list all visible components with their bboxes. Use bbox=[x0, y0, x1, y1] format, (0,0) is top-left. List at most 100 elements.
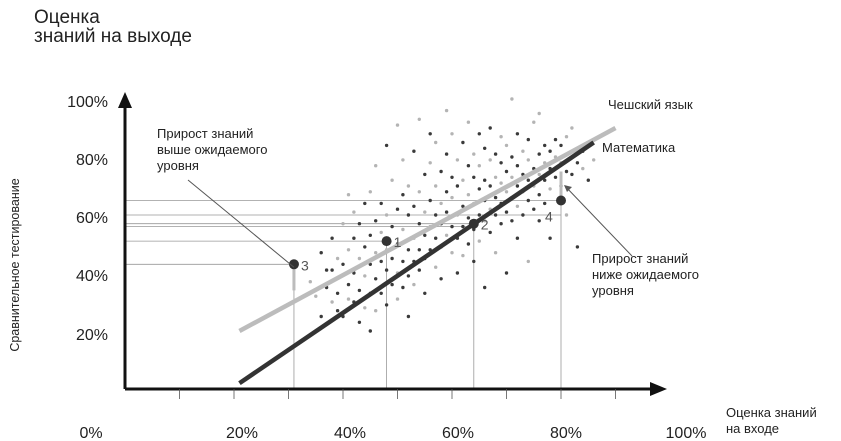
x-tick-label: 60% bbox=[442, 425, 474, 441]
scatter-point bbox=[510, 175, 514, 179]
scatter-point bbox=[537, 172, 541, 177]
y-tick-label: 60% bbox=[76, 210, 108, 227]
scatter-point bbox=[434, 236, 438, 240]
scatter-point bbox=[548, 187, 552, 191]
scatter-point bbox=[434, 184, 438, 188]
scatter-point bbox=[335, 256, 340, 261]
scatter-point bbox=[401, 227, 405, 232]
scatter-point bbox=[537, 219, 541, 223]
scatter-point bbox=[493, 175, 498, 179]
scatter-point bbox=[330, 236, 334, 240]
scatter-point bbox=[521, 149, 525, 153]
highlight-point-1 bbox=[381, 236, 392, 247]
scatter-point bbox=[477, 132, 481, 136]
scatter-point bbox=[526, 178, 530, 182]
scatter-point bbox=[374, 251, 378, 255]
scatter-point bbox=[346, 248, 351, 252]
x-axis-label-line-1: Оценка знаний bbox=[726, 405, 817, 420]
scatter-point bbox=[357, 256, 362, 261]
scatter-point bbox=[537, 152, 541, 156]
scatter-point bbox=[314, 294, 318, 298]
scatter-point bbox=[390, 178, 394, 182]
scatter-point bbox=[483, 178, 487, 182]
chart-title-line-2: знаний на выходе bbox=[34, 26, 192, 47]
scatter-point bbox=[428, 132, 432, 136]
scatter-point bbox=[477, 239, 481, 243]
scatter-point bbox=[423, 233, 427, 237]
scatter-point bbox=[537, 111, 541, 116]
scatter-point bbox=[330, 300, 334, 304]
scatter-point bbox=[417, 268, 421, 272]
scatter-point bbox=[395, 297, 400, 301]
scatter-point bbox=[461, 178, 465, 182]
scatter-point bbox=[477, 187, 481, 191]
x-tick-label: 0% bbox=[79, 425, 102, 441]
scatter-point bbox=[504, 169, 509, 174]
scatter-point bbox=[499, 135, 503, 139]
scatter-point bbox=[504, 210, 509, 214]
scatter-point bbox=[401, 285, 405, 290]
highlight-label-2: 2 bbox=[481, 217, 489, 233]
scatter-point bbox=[363, 245, 367, 249]
scatter-point bbox=[564, 169, 569, 174]
scatter-point bbox=[390, 256, 394, 261]
series-label-czech: Чешский язык bbox=[608, 97, 693, 112]
y-tick-label: 100% bbox=[67, 94, 108, 111]
scatter-point bbox=[434, 213, 438, 217]
highlight-point-4 bbox=[556, 195, 566, 206]
scatter-point bbox=[461, 140, 465, 145]
scatter-point bbox=[521, 213, 525, 217]
scatter-point bbox=[346, 282, 351, 287]
scatter-point bbox=[368, 190, 372, 194]
scatter-point bbox=[308, 280, 312, 284]
scatter-point bbox=[428, 198, 432, 203]
scatter-point bbox=[384, 268, 389, 272]
scatter-point bbox=[466, 164, 471, 168]
series-label-math: Математика bbox=[602, 140, 676, 155]
scatter-point bbox=[510, 219, 514, 223]
scatter-point bbox=[417, 117, 421, 122]
scatter-point bbox=[379, 259, 383, 264]
x-tick-label: 100% bbox=[666, 425, 707, 441]
scatter-point bbox=[543, 178, 547, 182]
scatter-point bbox=[346, 193, 351, 197]
scatter-point bbox=[330, 268, 334, 272]
annotation-above-line-1: Прирост знаний bbox=[157, 126, 253, 141]
czech-trend-line bbox=[238, 126, 617, 333]
scatter-point bbox=[401, 259, 405, 264]
scatter-point bbox=[335, 309, 340, 313]
scatter-point bbox=[581, 166, 585, 171]
y-tick-label: 80% bbox=[76, 152, 108, 169]
scatter-point bbox=[483, 285, 487, 290]
scatter-point bbox=[455, 184, 460, 188]
annotation-below-arrowhead bbox=[564, 185, 572, 192]
scatter-point bbox=[553, 175, 558, 179]
scatter-point bbox=[493, 195, 498, 200]
scatter-point bbox=[472, 152, 476, 156]
scatter-point bbox=[461, 204, 465, 208]
scatter-point bbox=[401, 193, 405, 197]
scatter-point bbox=[368, 262, 372, 266]
scatter-point bbox=[417, 222, 421, 226]
scatter-point bbox=[374, 277, 378, 281]
scatter-point bbox=[472, 227, 476, 232]
scatter-point bbox=[368, 233, 372, 237]
annotation-below-line-3: уровня bbox=[592, 283, 634, 298]
scatter-point bbox=[390, 224, 394, 229]
scatter-point bbox=[570, 172, 574, 177]
scatter-point bbox=[412, 149, 416, 153]
guide-lines bbox=[125, 200, 562, 389]
scatter-point bbox=[488, 184, 492, 188]
scatter-point bbox=[477, 164, 481, 168]
y-axis-arrow bbox=[118, 92, 132, 108]
scatter-point bbox=[363, 201, 367, 206]
scatter-point bbox=[444, 152, 449, 156]
scatter-point bbox=[466, 120, 471, 124]
scatter-point bbox=[526, 198, 530, 203]
highlight-label-3: 3 bbox=[301, 257, 309, 273]
scatter-point bbox=[428, 161, 432, 165]
scatter-point bbox=[363, 306, 367, 310]
scatter-point bbox=[379, 291, 383, 295]
scatter-point bbox=[450, 224, 454, 229]
